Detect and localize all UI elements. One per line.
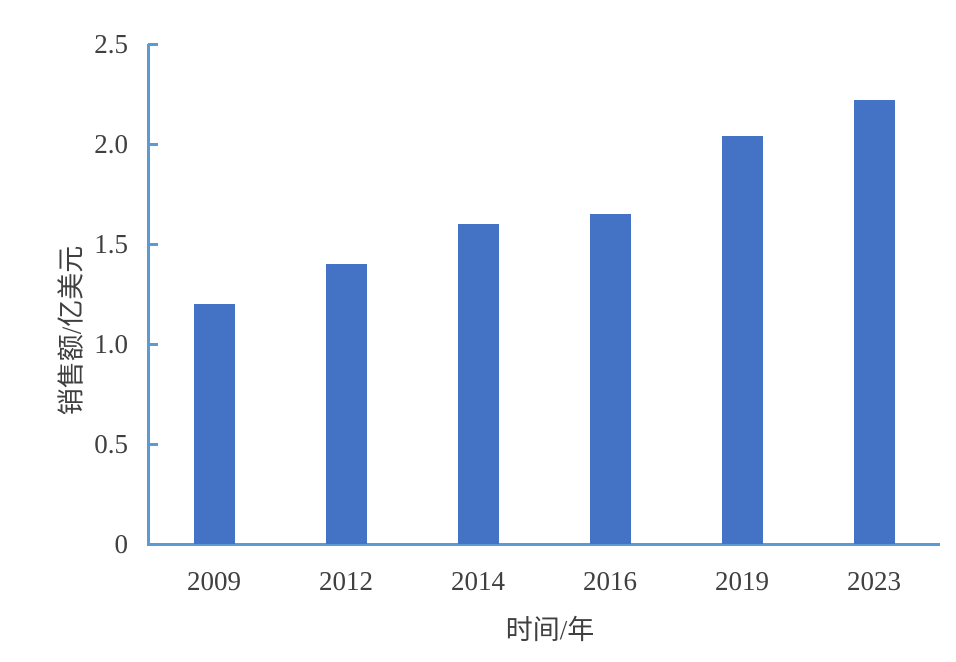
- x-axis-line: [147, 543, 940, 546]
- x-tick-label: 2012: [319, 566, 373, 596]
- bar-2019: [721, 136, 763, 544]
- bar-2014: [457, 224, 499, 544]
- y-tick-mark: [148, 343, 158, 346]
- bar-2023: [853, 100, 895, 544]
- y-tick-mark: [148, 243, 158, 246]
- bar-2012: [325, 264, 367, 544]
- y-tick-label: 0.5: [94, 429, 128, 459]
- x-axis-title: 时间/年: [505, 615, 595, 645]
- y-tick-label: 0: [114, 529, 129, 559]
- y-tick-label: 1.0: [94, 329, 128, 359]
- y-tick-label: 2.0: [94, 129, 128, 159]
- bar-2016: [589, 214, 631, 544]
- y-tick-label: 1.5: [94, 229, 128, 259]
- x-tick-label: 2023: [847, 566, 901, 596]
- y-tick-mark: [148, 143, 158, 146]
- bar-2009: [193, 304, 235, 544]
- x-tick-label: 2016: [583, 566, 637, 596]
- y-tick-mark: [148, 443, 158, 446]
- x-tick-label: 2009: [187, 566, 241, 596]
- y-tick-mark: [148, 43, 158, 46]
- x-tick-label: 2019: [715, 566, 769, 596]
- x-tick-label: 2014: [451, 566, 505, 596]
- y-tick-label: 2.5: [94, 29, 128, 59]
- y-axis-title: 销售额/亿美元: [56, 245, 87, 415]
- y-axis-line: [147, 44, 150, 545]
